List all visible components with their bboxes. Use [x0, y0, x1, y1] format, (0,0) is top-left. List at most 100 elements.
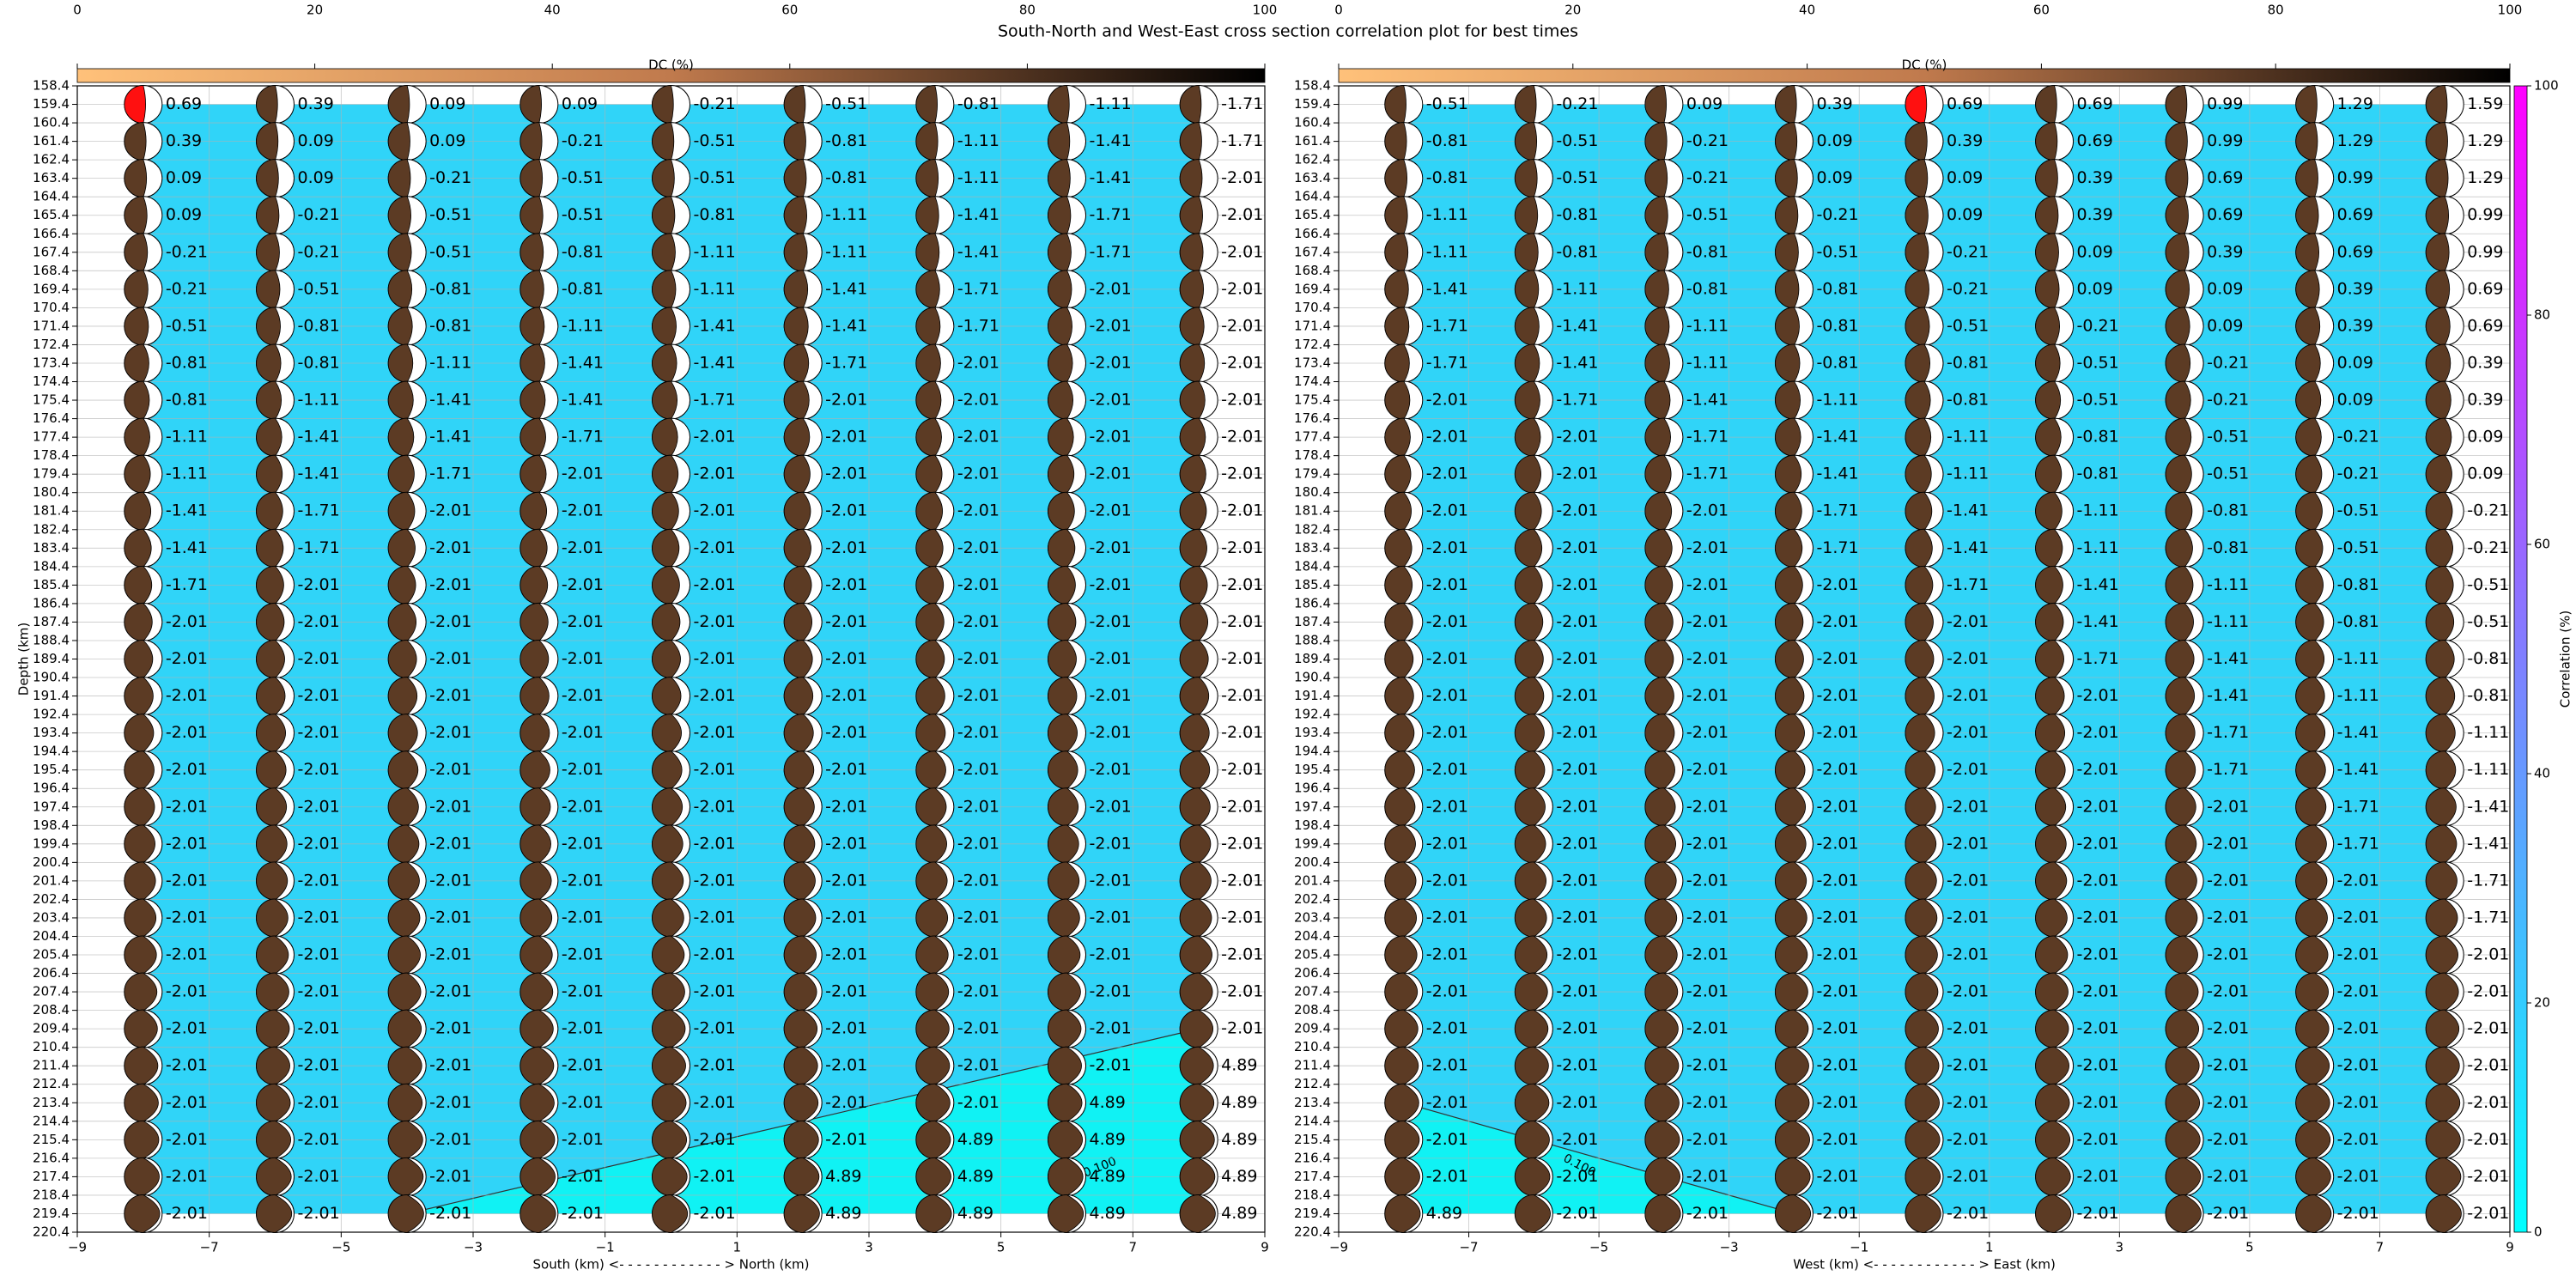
time-shift-label: -2.01	[1090, 723, 1132, 742]
beachball-quadrant	[784, 824, 816, 864]
beachball-quadrant	[2035, 159, 2058, 198]
time-shift-label: -2.01	[298, 1019, 340, 1038]
time-shift-label: -2.01	[562, 760, 604, 779]
beachball-quadrant	[1179, 491, 1207, 531]
beachball-quadrant	[1775, 898, 1807, 938]
beachball-quadrant	[1384, 196, 1408, 235]
time-shift-label: -2.01	[1686, 723, 1728, 742]
time-shift-label: -1.41	[825, 279, 867, 298]
time-shift-label: -2.01	[1090, 871, 1132, 890]
beachball-quadrant	[2295, 640, 2325, 678]
time-shift-label: 4.89	[825, 1167, 861, 1186]
time-shift-label: -2.01	[429, 1204, 471, 1223]
time-shift-label: -2.01	[1686, 501, 1728, 520]
beachball-quadrant	[2035, 1120, 2070, 1159]
time-shift-label: -1.41	[298, 465, 340, 483]
beachball-quadrant	[2295, 1194, 2332, 1233]
time-shift-label: -2.01	[562, 1019, 604, 1038]
beachball-quadrant	[256, 1083, 291, 1122]
time-shift-label: -1.41	[825, 316, 867, 335]
time-shift-label: -2.01	[1556, 760, 1598, 779]
beachball-quadrant	[387, 122, 410, 161]
beachball-quadrant	[1644, 491, 1673, 531]
beachball-quadrant	[256, 935, 289, 975]
beachball-quadrant	[387, 454, 415, 494]
beachball-quadrant	[387, 565, 416, 605]
beachball-quadrant	[2035, 528, 2063, 568]
beachball-quadrant	[519, 824, 551, 864]
beachball-quadrant	[2165, 1194, 2202, 1233]
colorbar-label: Correlation (%)	[2558, 611, 2573, 708]
time-shift-label: -2.01	[1090, 538, 1132, 557]
beachball-quadrant	[1775, 565, 1803, 605]
time-shift-label: 0.09	[429, 94, 465, 113]
time-shift-label: -0.51	[2077, 353, 2119, 372]
time-shift-label: -0.51	[825, 94, 867, 113]
time-shift-label: -2.01	[429, 649, 471, 668]
beachball-quadrant	[2425, 677, 2456, 715]
colorbar-tick-label: 20	[1564, 3, 1581, 18]
beachball-quadrant	[1644, 677, 1674, 715]
beachball-quadrant	[1384, 972, 1418, 1012]
time-shift-label: -2.01	[562, 945, 604, 964]
y-tick-label: 201.4	[1294, 872, 1331, 888]
time-shift-label: -0.51	[2467, 575, 2509, 594]
y-tick-label: 181.4	[1294, 503, 1331, 519]
beachball-quadrant	[2035, 233, 2059, 272]
beachball-quadrant	[1644, 122, 1668, 161]
beachball-quadrant	[1644, 343, 1670, 383]
time-shift-label: -2.01	[298, 1167, 340, 1186]
y-tick-label: 206.4	[1294, 965, 1331, 981]
time-shift-label: -2.01	[429, 575, 471, 594]
time-shift-label: -2.01	[562, 1204, 604, 1223]
beachball-quadrant	[1384, 565, 1413, 605]
beachball-quadrant	[652, 640, 681, 678]
beachball-quadrant	[1775, 307, 1800, 346]
time-shift-label: -2.01	[957, 723, 999, 742]
time-shift-label: -0.21	[1947, 279, 1989, 298]
beachball-quadrant	[1048, 1046, 1082, 1085]
beachball-quadrant	[124, 861, 156, 901]
time-shift-label: -0.81	[562, 279, 604, 298]
y-tick-label: 168.4	[33, 263, 70, 278]
time-shift-label: -2.01	[166, 723, 208, 742]
beachball-quadrant	[387, 1157, 424, 1196]
beachball-quadrant	[256, 972, 289, 1012]
beachball-quadrant	[783, 159, 807, 198]
beachball-quadrant	[2425, 307, 2451, 346]
time-shift-label: -2.01	[1816, 945, 1858, 964]
beachball-quadrant	[783, 1083, 818, 1122]
beachball-quadrant	[1384, 935, 1418, 975]
time-shift-label: -2.01	[1221, 649, 1263, 668]
beachball-quadrant	[1384, 1009, 1419, 1048]
colorbar-tick-label: 100	[2534, 78, 2559, 94]
time-shift-label: -2.01	[1947, 1167, 1989, 1186]
time-shift-label: -2.01	[1426, 686, 1468, 705]
time-shift-label: -2.01	[1426, 834, 1468, 853]
beachball-quadrant	[652, 935, 685, 975]
time-shift-label: -2.01	[429, 1019, 471, 1038]
colorbar-tick-label: 40	[2534, 766, 2550, 781]
time-shift-label: -1.41	[429, 428, 471, 447]
y-tick-label: 218.4	[33, 1187, 70, 1202]
beachball-quadrant	[652, 270, 677, 309]
time-shift-label: -1.41	[2337, 760, 2379, 779]
beachball-quadrant	[519, 714, 550, 753]
time-shift-label: -2.01	[2077, 1130, 2119, 1149]
beachball-quadrant	[519, 1120, 556, 1159]
time-shift-label: 0.39	[2467, 391, 2503, 410]
time-shift-label: -2.01	[1221, 797, 1263, 816]
beachball-quadrant	[783, 122, 806, 161]
time-shift-label: -2.01	[2337, 908, 2379, 927]
colorbar-tick-label: 20	[307, 3, 323, 18]
y-tick-label: 196.4	[33, 781, 70, 796]
time-shift-label: -1.11	[2337, 649, 2379, 668]
time-shift-label: -2.01	[562, 1130, 604, 1149]
time-shift-label: -2.01	[166, 908, 208, 927]
beachball-quadrant	[1644, 898, 1678, 938]
beachball-quadrant	[1179, 270, 1205, 309]
time-shift-label: -0.51	[298, 279, 340, 298]
time-shift-label: -2.01	[1947, 945, 1989, 964]
beachball-quadrant	[256, 270, 281, 309]
